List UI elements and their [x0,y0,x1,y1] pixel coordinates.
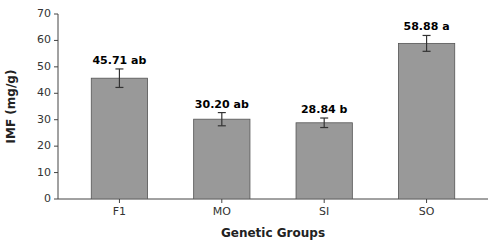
error-bar-cap [320,117,328,118]
data-label: 45.71 ab [92,54,146,67]
error-bar-cap [218,112,226,113]
x-tick-label: SO [419,205,435,218]
x-tick [221,199,222,203]
data-label: 30.20 ab [195,98,249,111]
data-label: 28.84 b [301,103,348,116]
y-tick-label: 30 [37,113,51,126]
error-bar [115,69,123,88]
x-tick-label: MO [213,205,231,218]
x-tick [426,199,427,203]
y-tick [54,93,58,94]
bar [194,119,250,199]
error-bar-cap [423,35,431,36]
y-tick [54,146,58,147]
error-bar-stem [324,118,325,128]
y-tick [54,199,58,200]
y-tick-label: 50 [37,60,51,73]
y-tick [54,172,58,173]
error-bar-stem [119,69,120,88]
error-bar-cap [320,127,328,128]
x-tick-label: SI [319,205,329,218]
bars [91,35,454,199]
bar [296,123,352,199]
y-tick-label: 10 [37,166,51,179]
x-axis-title: Genetic Groups [221,226,325,240]
y-tick-label: 0 [44,192,51,205]
data-labels: 45.71 ab 30.20 ab 28.84 b 58.88 a [92,20,449,116]
x-tick [324,199,325,203]
y-axis: 0 10 20 30 40 50 60 70 [37,7,58,205]
chart-container: 0 10 20 30 40 50 60 70 F1 MO SI SO 45.71 ab 30.20 ab 2… [0,0,500,245]
error-bar [320,118,328,128]
y-tick [54,119,58,120]
error-bar-cap [218,125,226,126]
error-bar-stem [426,35,427,51]
x-tick-label: F1 [113,205,126,218]
error-bar [218,113,226,126]
y-tick-label: 40 [37,86,51,99]
y-axis-title: IMF (mg/g) [4,70,18,144]
chart-svg: 0 10 20 30 40 50 60 70 F1 MO SI SO 45.71 ab 30.20 ab 2… [0,0,500,245]
error-bar-stem [221,113,222,126]
y-tick [54,14,58,15]
error-bar-cap [115,68,123,69]
y-tick-label: 20 [37,139,51,152]
bar [91,78,147,199]
y-tick [54,66,58,67]
x-axis: F1 MO SI SO [58,199,488,218]
error-bar [423,35,431,51]
y-tick-label: 70 [37,7,51,20]
y-tick-label: 60 [37,33,51,46]
error-bar-cap [115,87,123,88]
y-tick [54,40,58,41]
x-tick [119,199,120,203]
bar [398,43,454,199]
error-bar-cap [423,51,431,52]
y-axis-line [58,14,59,199]
data-label: 58.88 a [404,20,450,33]
